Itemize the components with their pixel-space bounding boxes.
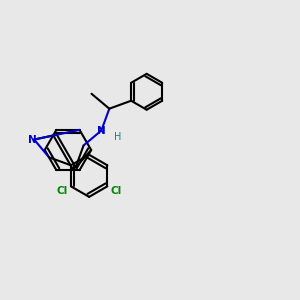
Text: N: N (28, 134, 37, 145)
Text: H: H (114, 133, 121, 142)
Text: Cl: Cl (57, 186, 68, 196)
Text: N: N (97, 125, 106, 136)
Text: Cl: Cl (110, 186, 122, 196)
